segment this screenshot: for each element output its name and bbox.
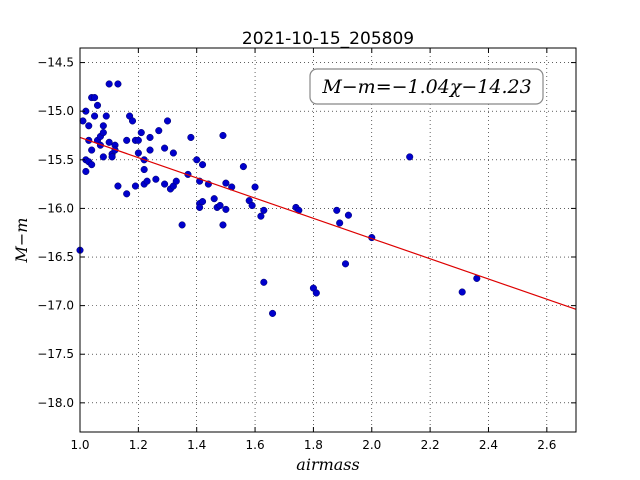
data-point	[155, 127, 163, 135]
data-point	[134, 149, 142, 157]
data-point	[341, 260, 350, 268]
data-point	[222, 179, 230, 187]
data-point	[251, 183, 259, 191]
data-point	[260, 206, 268, 214]
x-tick-label: 1.4	[187, 438, 206, 452]
data-point	[163, 117, 172, 125]
data-point	[134, 136, 142, 144]
data-point	[187, 133, 195, 141]
data-point	[99, 122, 107, 130]
fit-line	[79, 136, 577, 310]
y-tick-label: −15.5	[37, 153, 74, 167]
data-point	[172, 177, 180, 185]
data-point	[88, 161, 96, 169]
data-point	[458, 288, 466, 296]
data-point	[219, 221, 227, 229]
data-point	[93, 101, 102, 109]
data-point	[216, 201, 224, 210]
x-tick-label: 2.4	[479, 438, 498, 452]
y-tick-label: −14.5	[37, 56, 74, 70]
data-point	[406, 153, 414, 161]
y-tick-label: −15.0	[37, 104, 74, 118]
data-point	[146, 133, 154, 141]
x-tick-label: 1.2	[129, 438, 148, 452]
data-point	[137, 129, 145, 137]
data-point	[108, 153, 116, 161]
data-point	[161, 144, 169, 152]
chart-title: 2021-10-15_205809	[242, 29, 414, 49]
data-point	[123, 190, 131, 198]
data-point	[91, 112, 99, 120]
data-point	[257, 212, 265, 220]
x-tick-label: 1.8	[304, 438, 323, 452]
data-point	[82, 167, 90, 176]
data-point	[105, 80, 113, 88]
x-tick-label: 1.6	[246, 438, 265, 452]
data-point	[88, 146, 96, 154]
data-point	[102, 112, 110, 120]
axes-frame	[79, 47, 577, 433]
data-point	[198, 198, 207, 206]
data-point	[269, 309, 277, 317]
data-point	[312, 289, 320, 297]
data-point	[210, 195, 218, 203]
data-point	[178, 221, 186, 229]
data-point	[198, 161, 207, 169]
data-point	[161, 180, 169, 188]
x-tick-label: 2.0	[362, 438, 381, 452]
data-point	[79, 117, 87, 125]
y-tick-label: −18.0	[37, 396, 74, 410]
x-axis-label: airmass	[296, 455, 359, 474]
data-point	[344, 211, 352, 219]
fit-equation: M−m=−1.04χ−14.23	[321, 76, 531, 98]
x-tick-label: 1.0	[70, 438, 89, 452]
plot-area	[76, 80, 577, 317]
data-point	[196, 203, 204, 211]
y-tick-label: −16.0	[37, 201, 74, 215]
y-axis-label: M−m	[12, 218, 31, 264]
data-point	[333, 206, 341, 214]
data-point	[91, 94, 99, 102]
data-point	[123, 136, 131, 144]
data-point	[128, 117, 137, 125]
data-point	[239, 163, 247, 171]
fit-equation-box: M−m=−1.04χ−14.23	[309, 68, 544, 105]
data-point	[99, 153, 107, 161]
data-point	[105, 138, 113, 146]
grid-lines	[79, 48, 576, 432]
data-point	[260, 278, 268, 286]
data-point	[140, 165, 148, 174]
x-tick-label: 2.2	[421, 438, 440, 452]
data-point	[169, 149, 177, 157]
y-tick-label: −16.5	[37, 250, 74, 264]
data-point	[99, 129, 107, 137]
data-point	[152, 175, 160, 183]
x-tick-label: 2.6	[537, 438, 556, 452]
data-point	[114, 182, 122, 190]
data-point	[85, 122, 93, 130]
data-point	[146, 146, 154, 154]
data-point	[219, 131, 227, 140]
data-point	[193, 156, 201, 164]
y-tick-label: −17.5	[37, 347, 74, 361]
data-point	[143, 177, 151, 185]
data-point	[222, 205, 230, 213]
data-point	[248, 201, 256, 210]
data-point	[114, 80, 122, 88]
data-point	[336, 219, 344, 227]
y-tick-label: −17.0	[37, 299, 74, 313]
axis-ticks: 1.0 1.2 1.4 1.6 1.8 2.0 2.2 2.4 2.6 −14.5 −15.0 −15…	[37, 48, 576, 452]
data-point	[131, 182, 139, 190]
